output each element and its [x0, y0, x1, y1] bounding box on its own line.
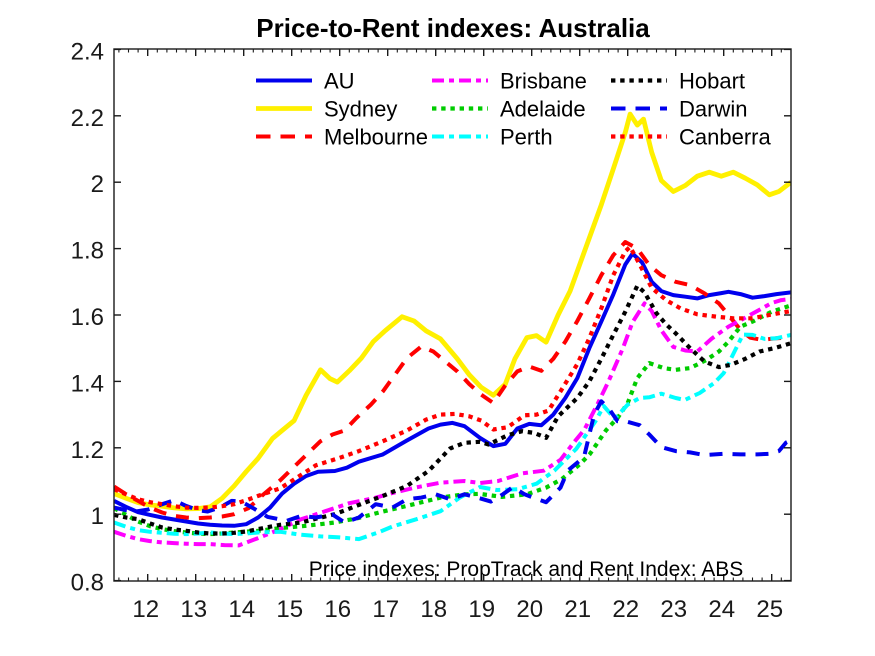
svg-text:Darwin: Darwin	[679, 97, 747, 122]
svg-text:Perth: Perth	[500, 125, 553, 150]
svg-text:16: 16	[324, 596, 351, 623]
svg-text:Melbourne: Melbourne	[324, 125, 428, 150]
svg-text:Canberra: Canberra	[679, 125, 771, 150]
svg-text:17: 17	[372, 596, 399, 623]
svg-text:1.4: 1.4	[71, 370, 104, 397]
svg-text:20: 20	[516, 596, 543, 623]
svg-text:2.2: 2.2	[71, 105, 104, 132]
svg-text:15: 15	[276, 596, 303, 623]
svg-text:1: 1	[91, 503, 104, 530]
svg-text:23: 23	[660, 596, 687, 623]
svg-text:Hobart: Hobart	[679, 69, 745, 94]
svg-text:18: 18	[420, 596, 447, 623]
svg-text:24: 24	[708, 596, 735, 623]
svg-text:21: 21	[564, 596, 591, 623]
svg-text:Price-to-Rent indexes: Austral: Price-to-Rent indexes: Australia	[256, 13, 650, 43]
svg-text:12: 12	[132, 596, 159, 623]
svg-text:Price indexes: PropTrack and R: Price indexes: PropTrack and Rent Index:…	[309, 558, 744, 581]
svg-text:19: 19	[468, 596, 495, 623]
svg-text:1.2: 1.2	[71, 437, 104, 464]
svg-text:2: 2	[91, 171, 104, 198]
svg-text:2.4: 2.4	[71, 38, 104, 65]
svg-text:13: 13	[180, 596, 207, 623]
svg-text:AU: AU	[324, 69, 355, 94]
svg-text:22: 22	[612, 596, 639, 623]
svg-text:Brisbane: Brisbane	[500, 69, 587, 94]
svg-text:0.8: 0.8	[71, 570, 104, 597]
svg-text:1.6: 1.6	[71, 304, 104, 331]
svg-text:1.8: 1.8	[71, 238, 104, 265]
svg-text:25: 25	[756, 596, 783, 623]
svg-text:Sydney: Sydney	[324, 97, 397, 122]
svg-text:Adelaide: Adelaide	[500, 97, 586, 122]
svg-text:14: 14	[228, 596, 255, 623]
